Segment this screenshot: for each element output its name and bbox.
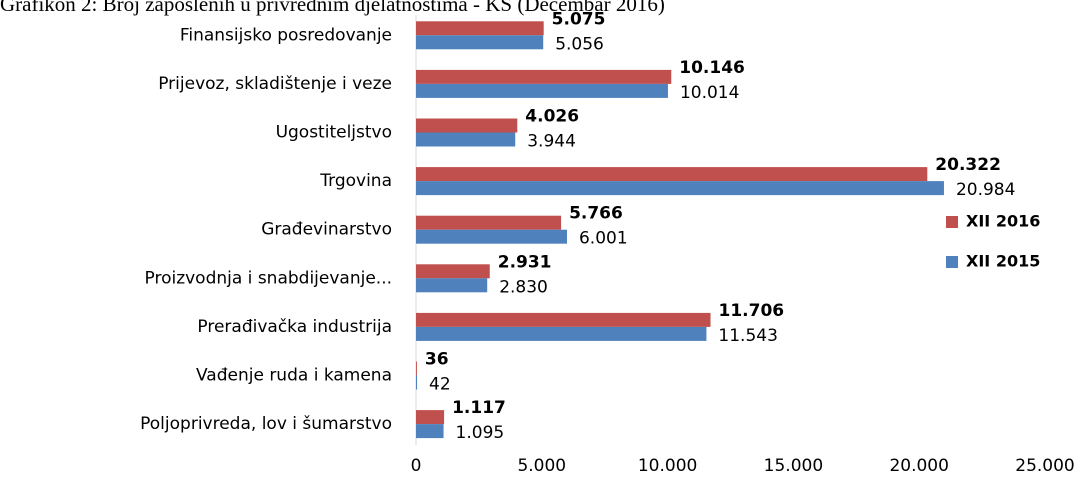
legend-swatch <box>946 216 958 228</box>
value-label: 4.026 <box>525 107 579 127</box>
bar <box>416 35 544 50</box>
value-label: 20.322 <box>935 155 1001 175</box>
x-tick-label: 5.000 <box>517 456 566 476</box>
value-label: 36 <box>425 350 449 370</box>
bar <box>416 132 516 147</box>
value-label: 1.095 <box>456 423 505 443</box>
value-label: 11.543 <box>718 326 777 346</box>
value-label: 2.830 <box>499 277 548 297</box>
value-label: 1.117 <box>452 398 506 418</box>
bar <box>416 215 562 230</box>
x-tick-label: 20.000 <box>889 456 948 476</box>
value-label: 5.056 <box>555 34 604 54</box>
value-label: 10.146 <box>679 58 745 78</box>
value-label: 6.001 <box>579 229 628 249</box>
x-tick-label: 25.000 <box>1015 456 1074 476</box>
y-tick-label: Proizvodnja i snabdijevanje... <box>145 268 393 288</box>
bar <box>416 229 567 244</box>
y-tick-label: Prijevoz, skladištenje i veze <box>158 74 392 94</box>
y-tick-label: Poljoprivreda, lov i šumarstvo <box>140 414 392 434</box>
bar <box>416 312 711 327</box>
bar <box>416 410 445 425</box>
bar <box>416 264 490 279</box>
value-label: 42 <box>429 375 451 395</box>
value-label: 5.766 <box>569 204 623 224</box>
bar <box>416 424 444 439</box>
value-label: 11.706 <box>719 301 785 321</box>
value-label: 5.075 <box>552 9 606 29</box>
legend-label: XII 2016 <box>966 212 1040 231</box>
legend-label: XII 2015 <box>966 252 1040 271</box>
bar <box>416 69 672 84</box>
bar <box>416 118 518 133</box>
value-label: 20.984 <box>956 180 1015 200</box>
y-tick-label: Ugostiteljstvo <box>276 123 392 143</box>
x-tick-label: 10.000 <box>638 456 697 476</box>
x-tick-label: 15.000 <box>764 456 823 476</box>
x-tick-label: 0 <box>411 456 422 476</box>
chart-title: Grafikon 2: Broj zaposlenih u privrednim… <box>0 0 665 16</box>
y-tick-label: Vađenje ruda i kamena <box>196 366 392 386</box>
value-label: 2.931 <box>498 252 552 272</box>
value-label: 3.944 <box>527 132 576 152</box>
legend-swatch <box>946 256 958 268</box>
bar <box>416 83 668 98</box>
bar <box>416 21 544 36</box>
y-tick-label: Finansijsko posredovanje <box>180 25 392 45</box>
bar <box>416 375 418 390</box>
y-tick-label: Prerađivačka industrija <box>197 317 392 337</box>
bar <box>416 326 707 341</box>
bar <box>416 181 944 196</box>
y-tick-label: Trgovina <box>319 171 392 191</box>
value-label: 10.014 <box>680 83 739 103</box>
bar <box>416 361 417 376</box>
y-tick-label: Građevinarstvo <box>261 220 392 240</box>
bar <box>416 167 928 182</box>
bar <box>416 278 488 293</box>
